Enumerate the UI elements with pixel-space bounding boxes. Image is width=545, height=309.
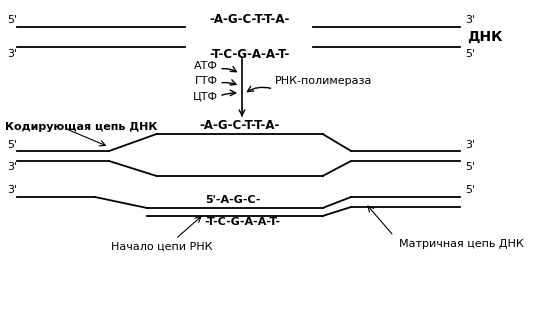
Text: ЦТФ: ЦТФ	[193, 91, 218, 101]
Text: 3': 3'	[7, 185, 17, 195]
Text: -T-C-G-A-A-T-: -T-C-G-A-A-T-	[209, 48, 290, 61]
Text: 5': 5'	[465, 185, 475, 195]
Text: -A-G-C-T-T-A-: -A-G-C-T-T-A-	[209, 13, 290, 26]
Text: ДНК: ДНК	[468, 30, 503, 44]
Text: 5': 5'	[465, 162, 475, 172]
Text: 5': 5'	[7, 140, 17, 150]
Text: 3': 3'	[465, 15, 475, 25]
Text: Кодирующая цепь ДНК: Кодирующая цепь ДНК	[5, 122, 157, 132]
Text: 3': 3'	[7, 162, 17, 172]
Text: 5': 5'	[7, 15, 17, 25]
Text: 3': 3'	[465, 140, 475, 150]
Text: -T-C-G-A-A-T-: -T-C-G-A-A-T-	[204, 217, 280, 227]
Text: 5'-A-G-C-: 5'-A-G-C-	[205, 195, 260, 205]
Text: ГТФ: ГТФ	[195, 76, 218, 86]
Text: Начало цепи РНК: Начало цепи РНК	[111, 242, 212, 252]
Text: 5': 5'	[465, 49, 475, 59]
Text: РНК-полимераза: РНК-полимераза	[275, 76, 373, 86]
Text: АТФ: АТФ	[195, 61, 218, 71]
Text: 3': 3'	[7, 49, 17, 59]
Text: Матричная цепь ДНК: Матричная цепь ДНК	[398, 239, 523, 249]
Text: -A-G-C-T-T-A-: -A-G-C-T-T-A-	[199, 119, 279, 132]
